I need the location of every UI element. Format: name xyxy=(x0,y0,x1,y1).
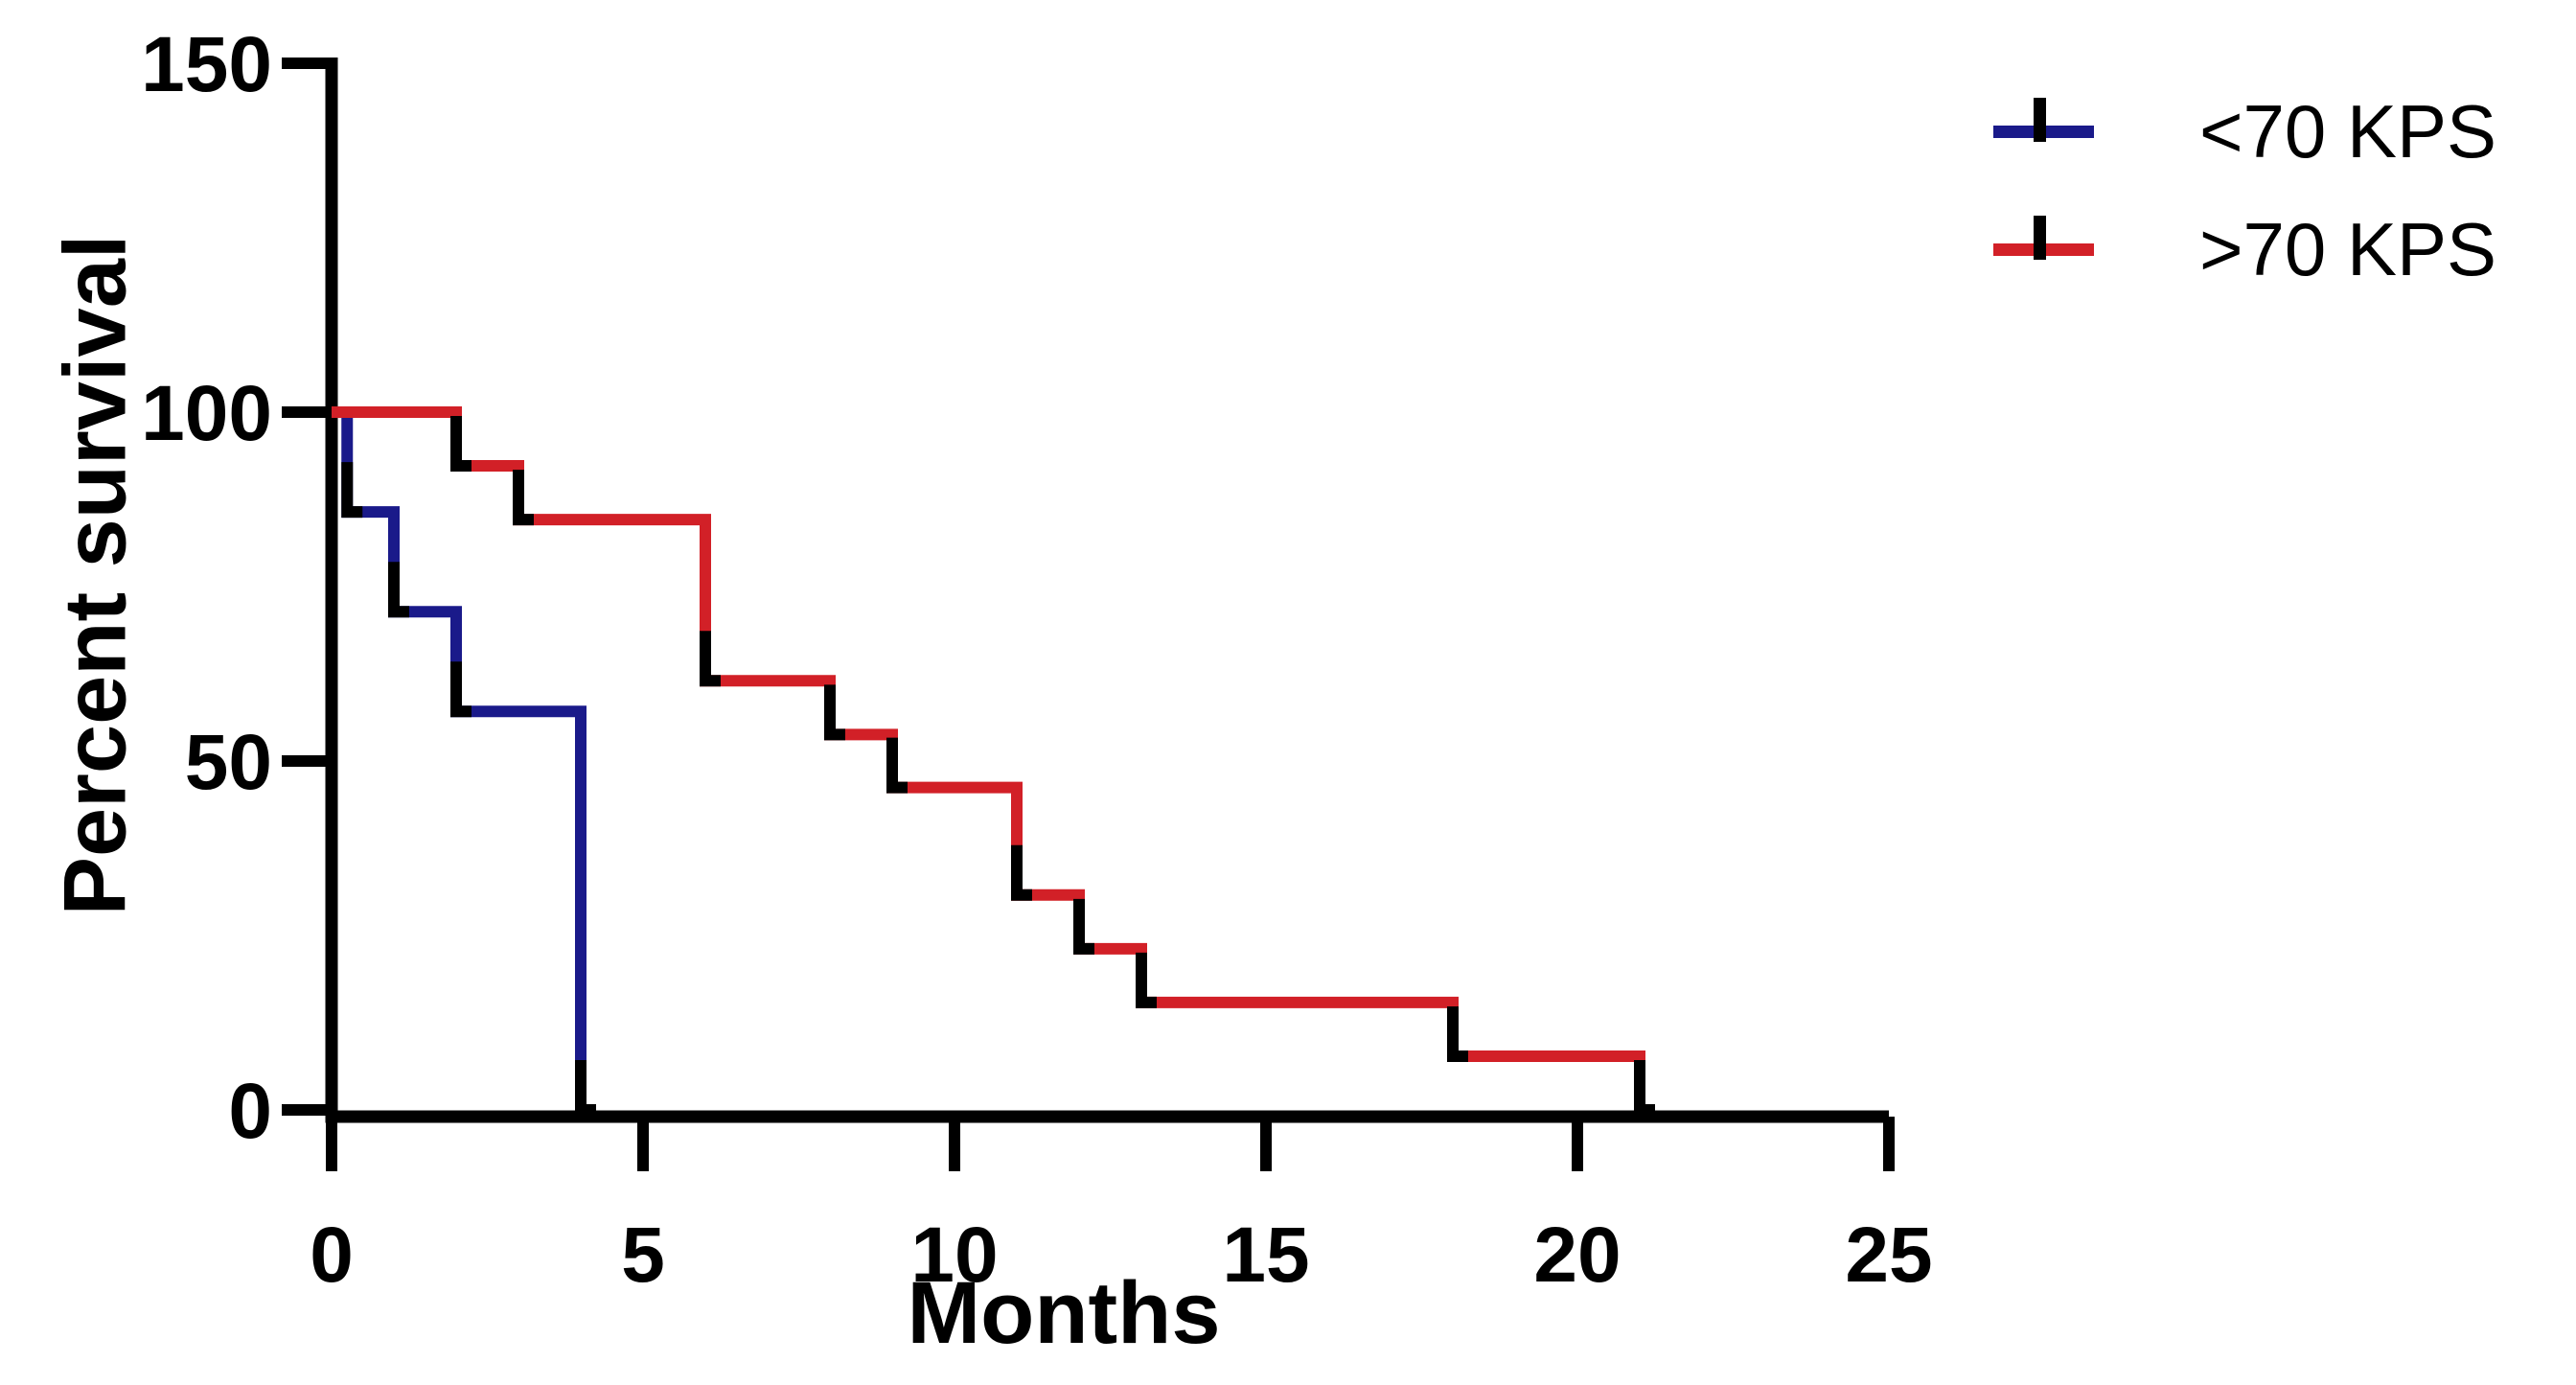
legend-item-gt70: >70 KPS xyxy=(1993,196,2496,302)
step-corner-mark xyxy=(1634,1060,1655,1116)
x-tick-label-5: 5 xyxy=(621,1212,665,1299)
legend-item-lt70: <70 KPS xyxy=(1993,79,2496,184)
x-tick-label-25: 25 xyxy=(1845,1212,1932,1299)
legend-label-lt70: <70 KPS xyxy=(2199,88,2497,173)
x-tick-label-0: 0 xyxy=(310,1212,354,1299)
step-corner-mark xyxy=(700,631,721,687)
legend-label-gt70: >70 KPS xyxy=(2199,206,2497,291)
lt70-line-symbol xyxy=(1993,97,2094,142)
step-corner-mark xyxy=(450,416,472,473)
x-tick-label-20: 20 xyxy=(1533,1212,1621,1299)
step-corner-mark xyxy=(1011,844,1032,901)
step-corner-mark xyxy=(450,661,472,718)
y-tick-label-100: 100 xyxy=(141,370,272,457)
step-corner-mark xyxy=(824,684,845,741)
step-corner-mark xyxy=(886,737,908,794)
gt70-line-symbol xyxy=(1993,215,2094,260)
y-tick-label-50: 50 xyxy=(185,719,272,806)
step-corner-mark xyxy=(1136,952,1157,1008)
censor-tick-icon xyxy=(2034,215,2046,260)
x-axis-title: Months xyxy=(907,1264,1221,1362)
step-corner-mark xyxy=(388,562,409,618)
censor-tick-icon xyxy=(2034,97,2046,142)
y-tick-label-0: 0 xyxy=(228,1068,272,1155)
step-corner-mark xyxy=(575,1060,596,1116)
y-axis-title: Percent survival xyxy=(46,234,145,916)
step-corner-mark xyxy=(1447,1005,1468,1062)
step-corner-mark xyxy=(1073,898,1094,955)
step-corner-mark xyxy=(341,462,363,519)
step-corner-mark xyxy=(513,470,534,526)
y-tick-label-150: 150 xyxy=(141,21,272,108)
x-tick-label-15: 15 xyxy=(1222,1212,1309,1299)
x-tick-label-10: 10 xyxy=(910,1212,998,1299)
